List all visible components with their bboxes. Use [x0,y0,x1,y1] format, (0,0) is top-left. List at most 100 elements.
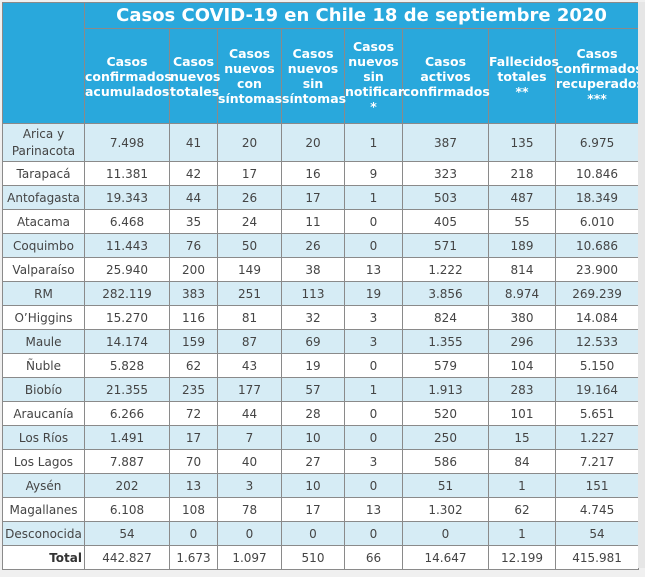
total-value-cell: 415.981 [554,545,640,570]
value-cell: 3.856 [402,281,489,306]
value-cell: 824 [402,305,489,330]
value-cell: 7.887 [84,449,170,474]
column-header: Casos nuevos con síntomas [217,28,282,124]
value-cell: 54 [84,521,170,546]
value-cell: 218 [488,161,556,186]
region-cell: Arica y Parinacota [2,123,85,162]
region-cell: Los Lagos [2,449,85,474]
value-cell: 7.498 [84,123,170,162]
value-cell: 503 [402,185,489,210]
table-row: Ñuble 5.828 62 43 19 0 579 104 5.150 [2,353,640,378]
value-cell: 19 [281,353,345,378]
table-row: Los Ríos 1.491 17 7 10 0 250 15 1.227 [2,425,640,450]
value-cell: 135 [488,123,556,162]
value-cell: 1.355 [402,329,489,354]
region-cell: Atacama [2,209,85,234]
value-cell: 17 [281,185,345,210]
value-cell: 1 [344,123,403,162]
value-cell: 487 [488,185,556,210]
table-row: O’Higgins 15.270 116 81 32 3 824 380 14.084 [2,305,640,330]
value-cell: 13 [344,257,403,282]
total-value-cell: 14.647 [402,545,489,570]
value-cell: 43 [217,353,282,378]
table-row: Biobío 21.355 235 177 57 1 1.913 283 19.164 [2,377,640,402]
value-cell: 6.975 [554,123,640,162]
value-cell: 9 [344,161,403,186]
value-cell: 78 [217,497,282,522]
value-cell: 10 [281,425,345,450]
table-row: RM 282.119 383 251 113 19 3.856 8.974 269.239 [2,281,640,306]
value-cell: 571 [402,233,489,258]
value-cell: 1.227 [554,425,640,450]
value-cell: 108 [169,497,218,522]
total-value-cell: 1.673 [169,545,218,570]
vertical-scrollbar[interactable] [638,2,645,568]
value-cell: 8.974 [488,281,556,306]
value-cell: 0 [281,521,345,546]
total-value-cell: 442.827 [84,545,170,570]
table-row: Coquimbo 11.443 76 50 26 0 571 189 10.686 [2,233,640,258]
value-cell: 35 [169,209,218,234]
value-cell: 200 [169,257,218,282]
value-cell: 40 [217,449,282,474]
value-cell: 76 [169,233,218,258]
value-cell: 116 [169,305,218,330]
value-cell: 44 [169,185,218,210]
value-cell: 84 [488,449,556,474]
column-header: Casos activos confirmados [402,28,490,124]
value-cell: 383 [169,281,218,306]
value-cell: 54 [554,521,640,546]
value-cell: 296 [488,329,556,354]
value-cell: 149 [217,257,282,282]
value-cell: 387 [402,123,489,162]
value-cell: 55 [488,209,556,234]
value-cell: 113 [281,281,345,306]
value-cell: 0 [344,209,403,234]
value-cell: 32 [281,305,345,330]
value-cell: 586 [402,449,489,474]
value-cell: 41 [169,123,218,162]
value-cell: 13 [169,473,218,498]
value-cell: 1 [488,521,556,546]
value-cell: 323 [402,161,489,186]
value-cell: 0 [344,473,403,498]
value-cell: 16 [281,161,345,186]
column-header: Casos nuevos sin notificar * [344,28,404,124]
table-row: Valparaíso 25.940 200 149 38 13 1.222 814 23.900 [2,257,640,282]
value-cell: 18.349 [554,185,640,210]
region-cell: Los Ríos [2,425,85,450]
value-cell: 57 [281,377,345,402]
value-cell: 159 [169,329,218,354]
value-cell: 579 [402,353,489,378]
value-cell: 62 [488,497,556,522]
total-value-cell: 66 [344,545,403,570]
value-cell: 51 [402,473,489,498]
value-cell: 6.468 [84,209,170,234]
value-cell: 251 [217,281,282,306]
table-row: Atacama 6.468 35 24 11 0 405 55 6.010 [2,209,640,234]
value-cell: 24 [217,209,282,234]
value-cell: 3 [344,449,403,474]
value-cell: 12.533 [554,329,640,354]
region-cell: O’Higgins [2,305,85,330]
value-cell: 151 [554,473,640,498]
value-cell: 520 [402,401,489,426]
value-cell: 28 [281,401,345,426]
value-cell: 1 [344,377,403,402]
value-cell: 1.491 [84,425,170,450]
value-cell: 23.900 [554,257,640,282]
table-row: Arica y Parinacota 7.498 41 20 20 1 387 135 6.97… [2,123,640,162]
value-cell: 81 [217,305,282,330]
total-value-cell: 1.097 [217,545,282,570]
total-label: Total [2,545,85,570]
value-cell: 11 [281,209,345,234]
value-cell: 0 [169,521,218,546]
table-row: Magallanes 6.108 108 78 17 13 1.302 62 4.745 [2,497,640,522]
value-cell: 70 [169,449,218,474]
value-cell: 19.164 [554,377,640,402]
value-cell: 250 [402,425,489,450]
total-row: Total 442.827 1.673 1.097 510 66 14.647 12.199 4… [2,545,640,570]
value-cell: 1 [344,185,403,210]
value-cell: 7.217 [554,449,640,474]
value-cell: 42 [169,161,218,186]
